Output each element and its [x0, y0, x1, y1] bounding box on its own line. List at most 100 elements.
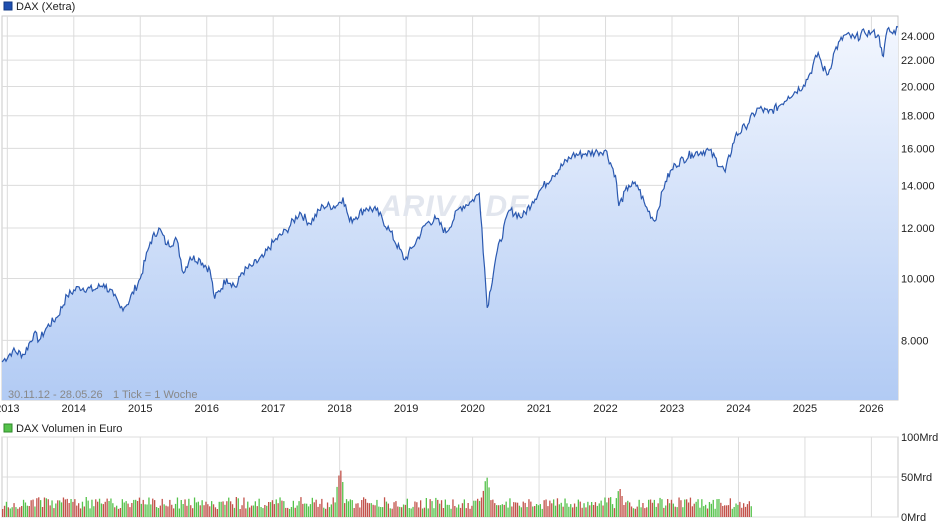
- volume-bar: [26, 505, 28, 517]
- volume-bar: [680, 500, 682, 517]
- volume-bar: [24, 502, 27, 517]
- volume-bar: [404, 504, 407, 517]
- volume-bar: [676, 507, 678, 517]
- volume-bar: [241, 505, 243, 517]
- volume-bar: [127, 503, 129, 517]
- volume-bar: [659, 497, 661, 517]
- price-x-tick-label: 2026: [859, 403, 883, 415]
- volume-bar: [89, 508, 91, 517]
- volume-bar: [266, 505, 268, 517]
- volume-bar: [575, 506, 578, 517]
- volume-bar: [22, 499, 25, 517]
- volume-bar: [475, 500, 477, 517]
- volume-bar: [85, 497, 87, 517]
- volume-bar: [245, 508, 247, 517]
- volume-bar: [309, 504, 312, 517]
- volume-bar: [532, 506, 534, 517]
- volume-bar: [19, 507, 21, 517]
- volume-bar: [442, 508, 445, 517]
- volume-bar: [644, 508, 646, 517]
- volume-bar: [547, 506, 549, 517]
- price-x-tick-label: 2024: [726, 403, 750, 415]
- volume-bar: [448, 504, 450, 517]
- volume-bar: [429, 499, 431, 517]
- volume-bar: [222, 501, 224, 517]
- price-y-tick-label: 8.000: [901, 335, 929, 347]
- volume-bar: [427, 508, 429, 517]
- volume-bar: [611, 504, 614, 517]
- volume-bar: [629, 502, 631, 517]
- volume-bar: [361, 500, 363, 517]
- volume-bar: [665, 505, 667, 517]
- volume-bar: [478, 500, 481, 517]
- volume-legend-label: DAX Volumen in Euro: [16, 423, 122, 435]
- volume-bar: [131, 503, 133, 517]
- volume-bar: [159, 505, 161, 517]
- volume-bar: [621, 496, 623, 517]
- volume-bar: [53, 508, 55, 517]
- volume-bar: [83, 506, 85, 517]
- volume-bar: [522, 501, 524, 517]
- volume-bar: [627, 500, 629, 517]
- volume-bar: [55, 503, 57, 517]
- volume-bar: [708, 502, 711, 517]
- volume-bar: [651, 502, 654, 517]
- volume-bar: [294, 507, 296, 517]
- volume-bar: [402, 504, 405, 517]
- volume-bar: [211, 501, 213, 517]
- volume-bar: [306, 503, 308, 517]
- volume-y-tick-label: 100Mrd: [901, 432, 938, 444]
- volume-bar: [135, 499, 137, 517]
- volume-bar: [243, 497, 245, 517]
- volume-bar: [672, 503, 674, 517]
- volume-bar: [689, 497, 692, 517]
- volume-bar: [247, 501, 249, 517]
- volume-bar: [739, 501, 741, 517]
- volume-bar: [737, 504, 739, 517]
- price-x-tick-label: 2016: [194, 403, 218, 415]
- volume-bar: [87, 500, 89, 517]
- volume-bar: [710, 503, 712, 517]
- volume-bar: [594, 502, 597, 517]
- volume-bar: [727, 505, 730, 517]
- volume-bar: [416, 502, 418, 517]
- volume-bar: [349, 499, 351, 517]
- volume-bar: [216, 509, 218, 517]
- volume-bar: [655, 506, 657, 517]
- volume-bar: [313, 502, 315, 517]
- volume-bar: [484, 481, 486, 517]
- volume-bar: [171, 504, 173, 517]
- volume-bar: [473, 500, 475, 517]
- volume-bar: [477, 498, 479, 517]
- volume-bar: [507, 507, 509, 517]
- volume-bar: [383, 497, 386, 517]
- volume-bar: [535, 504, 538, 517]
- volume-bar: [437, 499, 439, 517]
- volume-bar: [269, 502, 272, 517]
- volume-bar: [619, 489, 621, 517]
- volume-bar: [553, 499, 555, 517]
- tick-interval-label: 1 Tick = 1 Woche: [113, 389, 197, 401]
- volume-bar: [340, 470, 342, 517]
- volume-bar: [465, 508, 467, 517]
- volume-bar: [743, 503, 745, 517]
- price-y-tick-label: 10.000: [901, 274, 935, 286]
- volume-bar: [634, 508, 636, 517]
- volume-bar: [391, 508, 393, 517]
- volume-bar: [47, 499, 49, 517]
- volume-bar: [228, 497, 230, 517]
- volume-bar: [78, 503, 80, 517]
- volume-bar: [302, 503, 304, 517]
- volume-bar: [625, 502, 627, 517]
- volume-bar: [357, 503, 359, 517]
- price-x-tick-label: 2019: [394, 403, 418, 415]
- volume-bar: [572, 507, 574, 517]
- volume-bar: [408, 508, 410, 517]
- volume-bar: [554, 505, 557, 517]
- volume-bar: [695, 501, 697, 517]
- volume-bar: [630, 506, 633, 517]
- volume-bar: [296, 505, 298, 517]
- volume-bar: [716, 499, 718, 517]
- volume-bar: [486, 477, 488, 517]
- volume-y-tick-label: 50Mrd: [901, 472, 932, 484]
